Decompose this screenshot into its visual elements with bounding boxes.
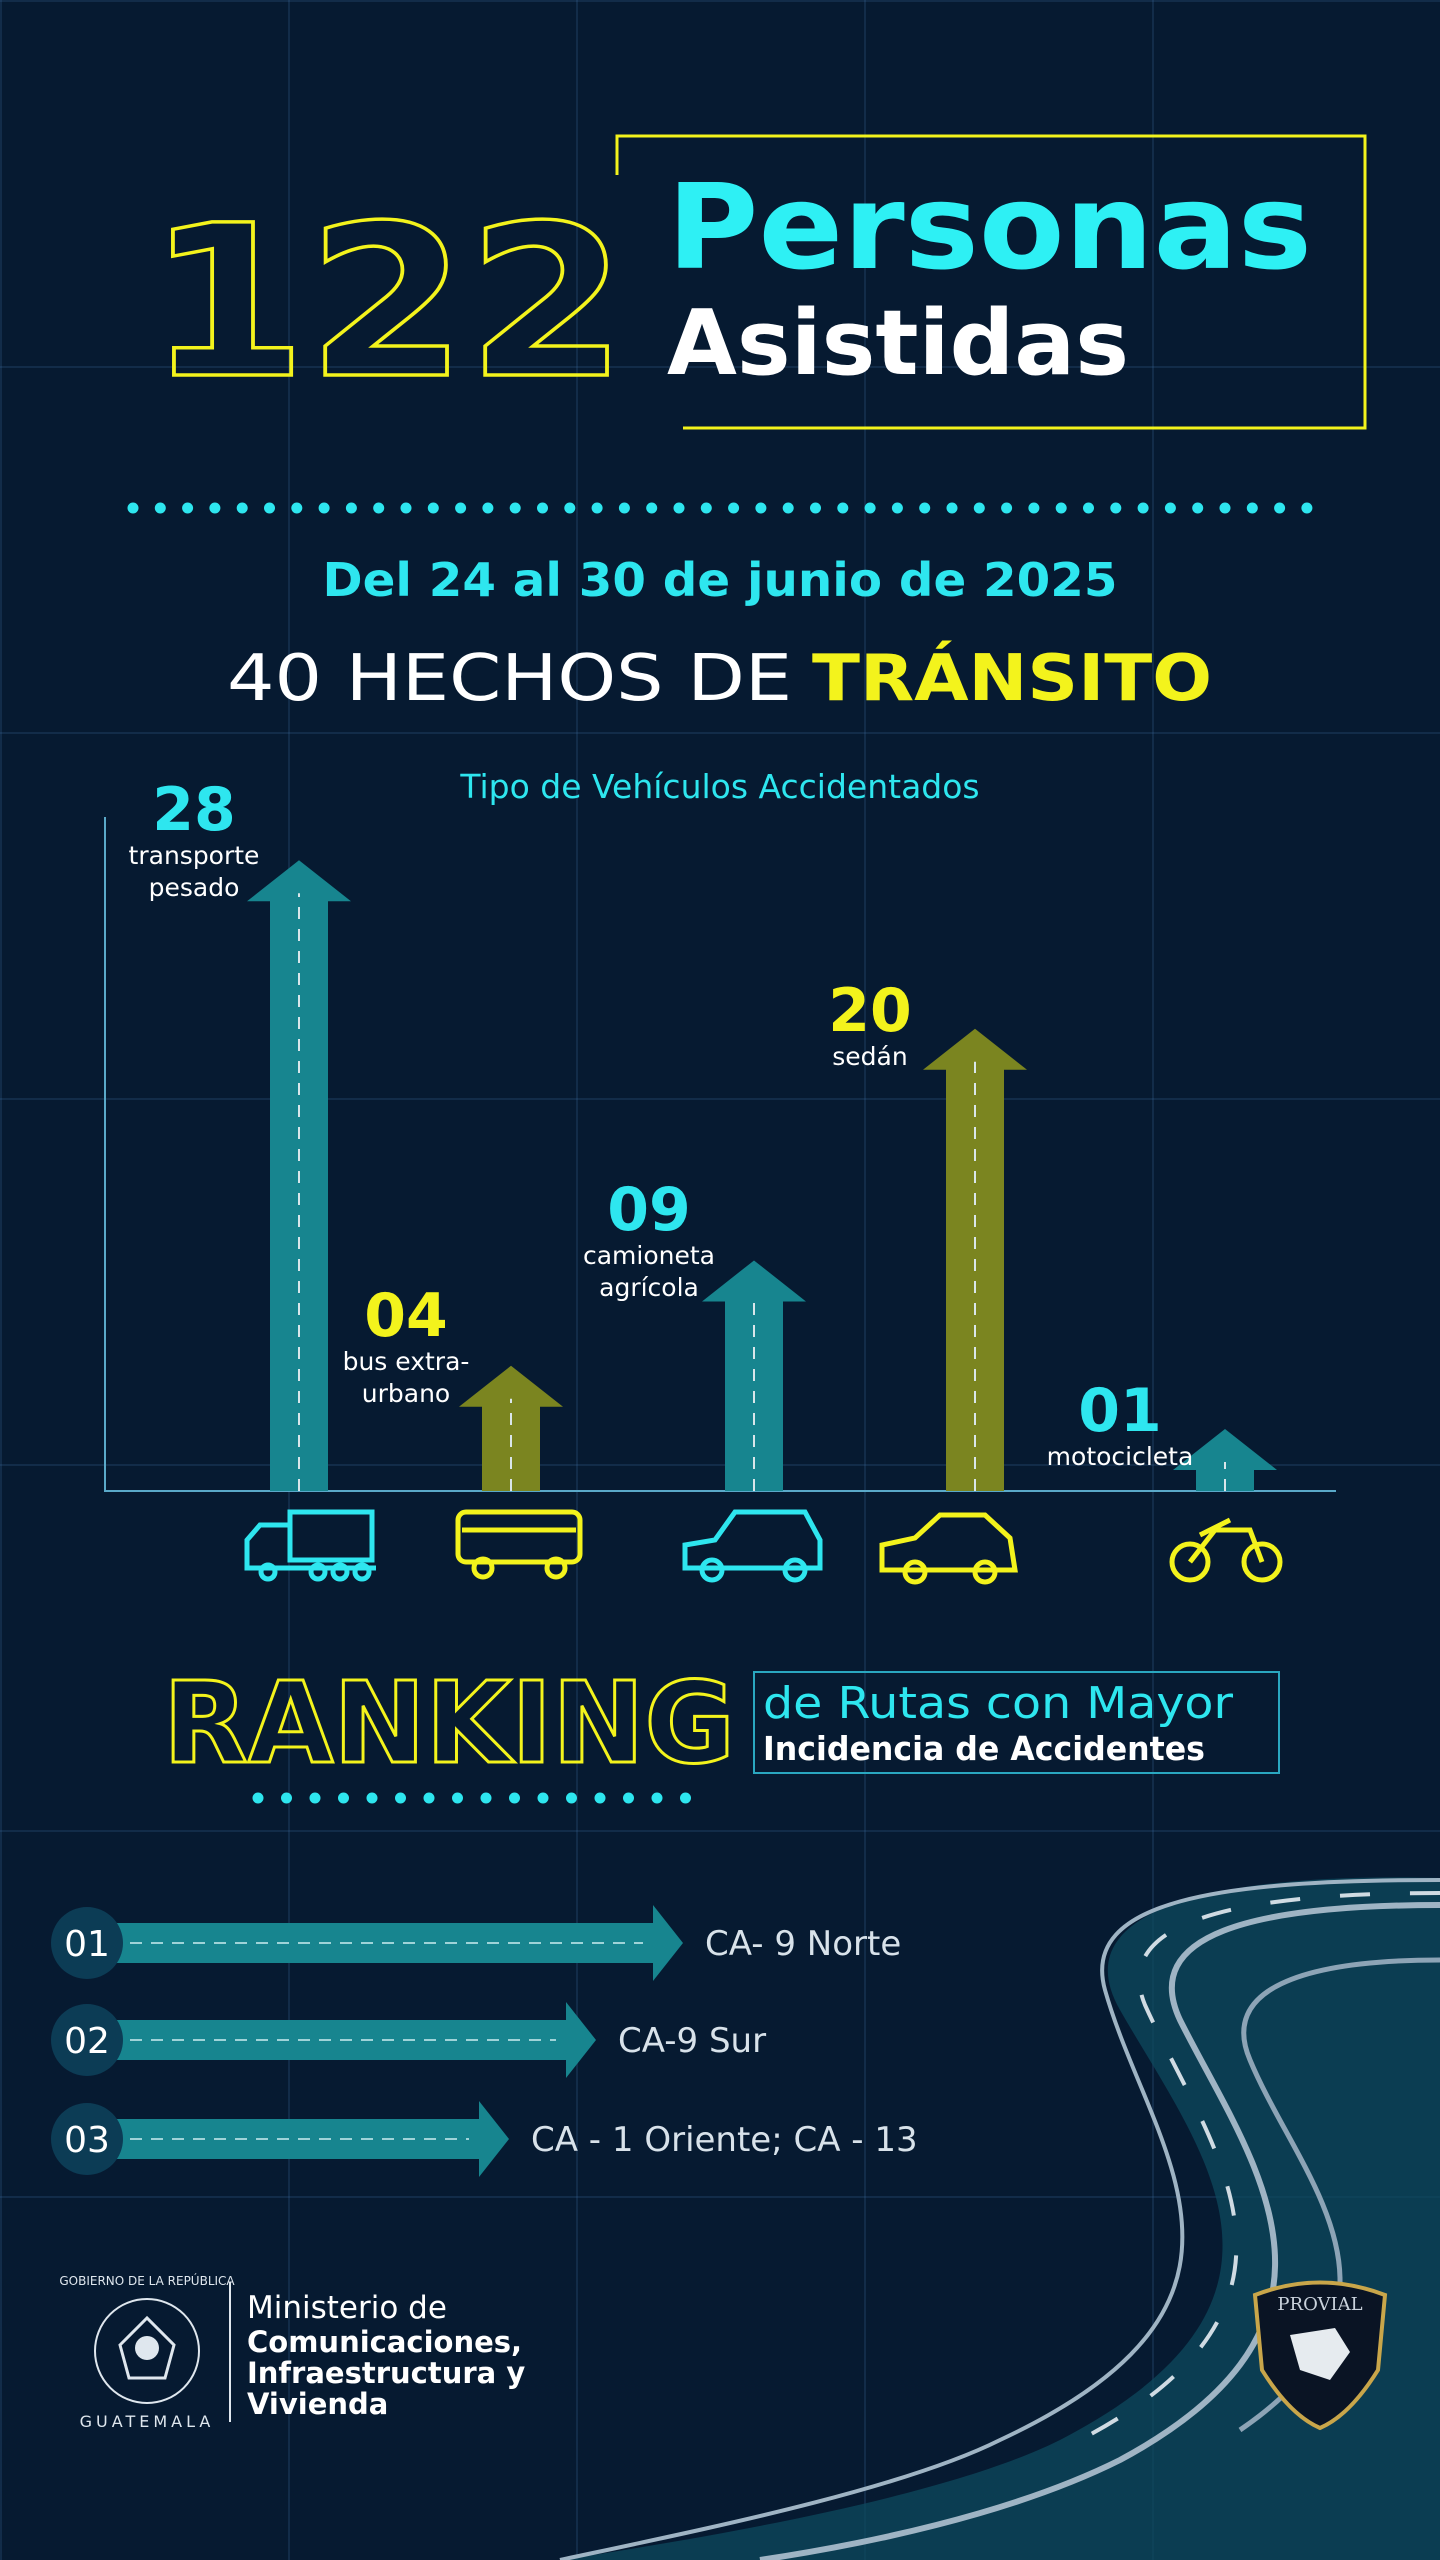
value-label: 28 [152, 775, 236, 846]
rank-number: 01 [64, 1924, 110, 1965]
header-frame [615, 134, 1367, 430]
seal-text: GOBIERNO DE LA REPÚBLICA [59, 2273, 235, 2288]
icon-bus [455, 1509, 583, 1580]
category-label: sedán [832, 1041, 908, 1071]
seal [94, 2298, 200, 2404]
bar-label: 28 transporte pesado [104, 780, 284, 904]
ranking-list: 01 CA- 9 Norte 02 CA-9 Sur 03 CA - 1 Oriente;… [51, 1905, 918, 2177]
badge-map [1290, 2328, 1350, 2380]
rank-badge [51, 1907, 123, 1979]
bar-label: 01 motocicleta [1030, 1381, 1210, 1473]
ranking-subtitle: Incidencia de Accidentes [763, 1729, 1205, 1768]
icon-motorcycle [1169, 1517, 1283, 1583]
category-label: bus extra-urbano [342, 1346, 470, 1408]
rank-badge [51, 2004, 123, 2076]
rank-badge [51, 2103, 123, 2175]
ministry: Infraestructura y [247, 2356, 525, 2390]
rank-number: 03 [64, 2120, 110, 2161]
ministry: Vivienda [247, 2387, 388, 2421]
road-edge [559, 1878, 1440, 2560]
rank-number: 02 [64, 2021, 110, 2062]
count: 122 [147, 180, 627, 425]
road [560, 1877, 1440, 2560]
subtitle: Asistidas [667, 291, 1129, 396]
seal-text: GUATEMALA [80, 2412, 215, 2431]
ministry: Comunicaciones, [247, 2325, 522, 2359]
icon-truck [244, 1509, 376, 1582]
value-label: 09 [607, 1175, 691, 1246]
road-edge [759, 1902, 1440, 2560]
period: Del 24 al 30 de junio de 2025 [323, 553, 1118, 607]
value-label: 04 [364, 1280, 448, 1351]
bar-label: 04 bus extra-urbano [316, 1286, 496, 1410]
ranking-title: RANKING [163, 1659, 735, 1789]
route-name: CA-9 Sur [618, 2021, 766, 2061]
route-name: CA- 9 Norte [705, 1924, 901, 1964]
icon-suv [682, 1509, 823, 1583]
bars [247, 860, 1277, 1491]
bar-label: 20 sedán [780, 981, 960, 1073]
incidents-highlight: TRÁNSITO [812, 640, 1212, 716]
category-label: motocicleta [1046, 1441, 1194, 1471]
axis [104, 817, 1336, 1492]
title: Personas [667, 158, 1312, 296]
badge-text: PROVIAL [1277, 2294, 1362, 2315]
bar [1173, 1428, 1277, 1491]
route-name: CA - 1 Oriente; CA - 13 [531, 2120, 918, 2160]
chart-title: Tipo de Vehículos Accidentados [459, 767, 979, 806]
ranking-frame [753, 1671, 1280, 1774]
category-label: camioneta agrícola [582, 1241, 715, 1303]
icon-sedan [879, 1512, 1018, 1585]
road-lane [1059, 1891, 1440, 2452]
ministry: Ministerio de [247, 2290, 447, 2326]
category-label: transporte pesado [128, 841, 260, 903]
ranking-subtitle: de Rutas con Mayor [763, 1678, 1234, 1729]
incidents-prefix: 40 HECHOS DE [227, 642, 792, 716]
bar [459, 1365, 563, 1491]
value-label: 01 [1078, 1375, 1162, 1446]
value-label: 20 [828, 975, 912, 1046]
bar-label: 09 camioneta agrícola [559, 1180, 739, 1304]
